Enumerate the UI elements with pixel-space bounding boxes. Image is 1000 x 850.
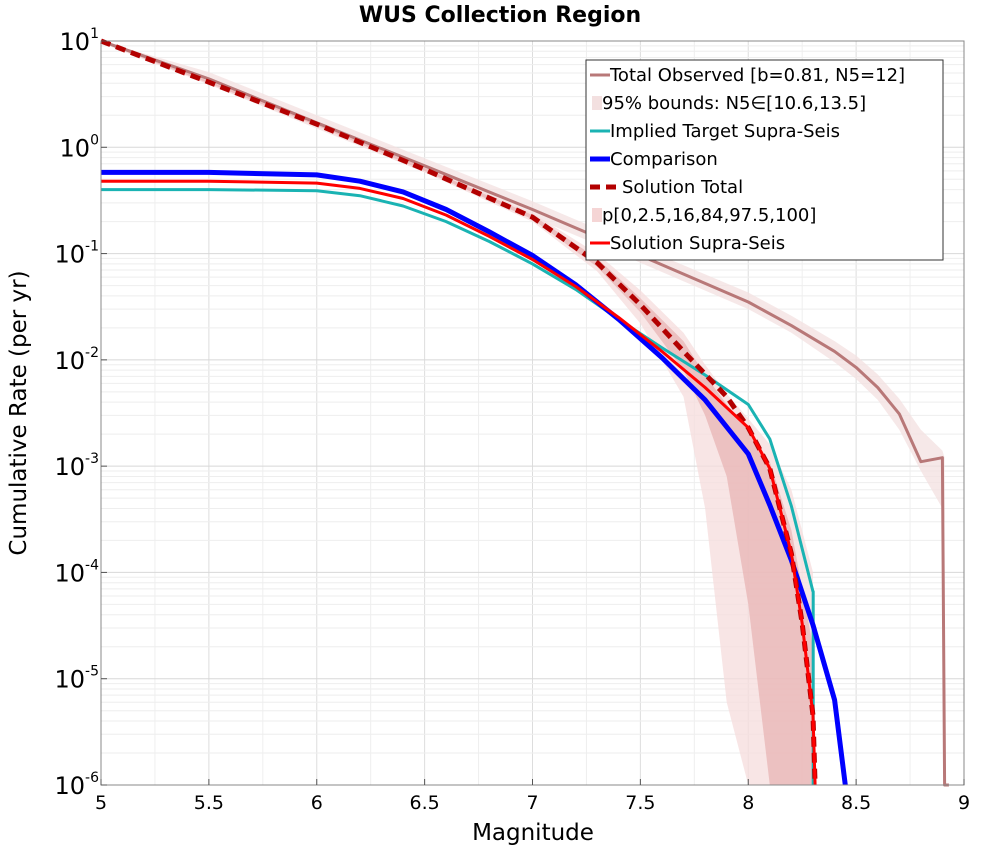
- y-tick-label: 10-3: [54, 451, 99, 481]
- y-tick-label: 10-1: [54, 239, 99, 269]
- y-tick-label: 101: [60, 26, 99, 56]
- x-tick-label: 6.5: [410, 792, 440, 814]
- x-axis-label: Magnitude: [472, 820, 594, 846]
- y-tick-label: 100: [60, 132, 99, 162]
- chart-title: WUS Collection Region: [359, 3, 641, 28]
- legend-entry: Comparison: [610, 149, 718, 170]
- x-tick-label: 7: [526, 792, 538, 814]
- x-tick-label: 9: [958, 792, 970, 814]
- x-tick-label: 8.5: [841, 792, 871, 814]
- bands: [101, 41, 945, 785]
- y-tick-label: 10-2: [54, 345, 99, 375]
- y-axis-label: Cumulative Rate (per yr): [6, 270, 32, 555]
- x-tick-label: 7.5: [625, 792, 655, 814]
- legend-swatch: [592, 208, 602, 222]
- series-line-7: [101, 179, 817, 786]
- x-tick-label: 5.5: [194, 792, 224, 814]
- legend: Total Observed [b=0.81, N5=12] 95% bounds…: [585, 59, 944, 261]
- legend-swatch: [592, 96, 602, 110]
- legend-entry: p[0,2.5,16,84,97.5,100]: [602, 205, 816, 226]
- y-ticks: 101 100 10-1 10-2 10-3 10-4 10-5 10-6: [54, 26, 107, 800]
- legend-entry: Solution Total: [622, 177, 743, 198]
- x-ticks: 5 5.5 6 6.5 7 7.5 8 8.5 9: [95, 779, 970, 814]
- x-tick-label: 8: [742, 792, 754, 814]
- series-lines: [100, 38, 949, 787]
- x-tick-label: 6: [311, 792, 323, 814]
- y-tick-label: 10-5: [54, 664, 99, 694]
- legend-entry: Total Observed [b=0.81, N5=12]: [609, 65, 905, 86]
- legend-box: [585, 59, 944, 261]
- legend-entry: Implied Target Supra-Seis: [610, 121, 840, 142]
- series-band-5: [101, 41, 813, 785]
- y-tick-label: 10-6: [54, 770, 99, 800]
- legend-entry: Solution Supra-Seis: [610, 233, 785, 254]
- x-tick-label: 5: [95, 792, 107, 814]
- legend-entry: 95% bounds: N5∈[10.6,13.5]: [602, 93, 866, 114]
- y-tick-label: 10-4: [54, 557, 99, 587]
